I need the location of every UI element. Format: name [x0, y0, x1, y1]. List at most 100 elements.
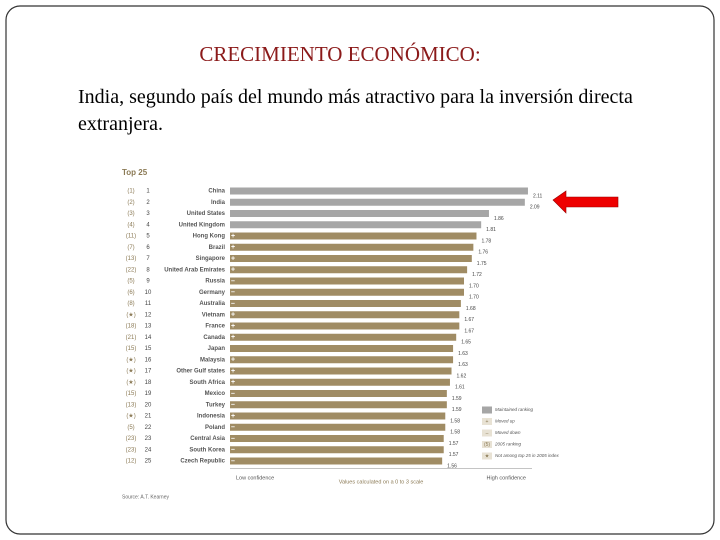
value-label: 1.70 — [469, 283, 479, 289]
rank: 9 — [146, 279, 150, 285]
bar — [230, 266, 468, 274]
rank: 18 — [145, 380, 152, 386]
x-left-label: Low confidence — [236, 476, 274, 482]
legend-label: Moved down — [495, 430, 521, 435]
rank: 16 — [145, 357, 152, 363]
prior-rank: (8) — [127, 301, 134, 307]
prior-rank: (1) — [127, 189, 134, 195]
bar — [230, 210, 489, 217]
value-label: 1.59 — [452, 407, 462, 413]
rank: 1 — [146, 189, 150, 195]
value-label: 1.63 — [458, 362, 468, 368]
bar — [230, 198, 525, 206]
change-marker: – — [231, 278, 235, 285]
slide-frame — [5, 5, 715, 535]
bar — [230, 322, 460, 330]
rank: 15 — [145, 346, 152, 352]
category-label: Malaysia — [200, 357, 226, 363]
value-label: 1.86 — [494, 216, 504, 222]
legend-swatch — [482, 441, 492, 448]
value-label: 1.70 — [469, 295, 479, 301]
legend-symbol: (5) — [484, 442, 490, 448]
rank: 11 — [145, 301, 152, 307]
change-marker: + — [231, 413, 235, 420]
bar — [230, 243, 474, 251]
bar — [230, 255, 472, 262]
bar — [230, 232, 477, 240]
prior-rank: (23) — [126, 436, 137, 442]
value-label: 1.56 — [447, 463, 457, 469]
change-marker: – — [231, 424, 235, 431]
bar — [230, 221, 482, 229]
category-label: Poland — [205, 425, 225, 431]
legend-swatch — [482, 429, 492, 437]
bar — [230, 333, 457, 341]
legend-symbol: ★ — [485, 453, 490, 459]
rank: 8 — [146, 267, 150, 273]
prior-rank: (★) — [126, 311, 135, 318]
prior-rank: (18) — [126, 324, 137, 330]
rank: 19 — [145, 391, 152, 397]
source: Source: A.T. Kearney — [122, 494, 169, 500]
prior-rank: (6) — [127, 290, 134, 296]
category-label: Czech Republic — [180, 459, 225, 465]
value-label: 1.68 — [466, 306, 476, 312]
rank: 21 — [145, 414, 152, 420]
chart-title: Top 25 — [122, 168, 148, 177]
rank: 6 — [146, 245, 150, 251]
value-label: 1.63 — [458, 351, 468, 357]
category-label: Turkey — [206, 402, 226, 408]
rank: 14 — [145, 335, 152, 341]
change-marker: – — [231, 390, 235, 397]
prior-rank: (23) — [126, 447, 137, 453]
value-label: 1.58 — [450, 430, 460, 436]
change-marker: + — [231, 368, 235, 375]
bar — [230, 401, 447, 409]
red-arrow — [552, 190, 619, 214]
bar — [230, 457, 443, 465]
rank: 25 — [145, 459, 152, 465]
change-marker: + — [231, 357, 235, 364]
prior-rank: (3) — [127, 211, 134, 217]
category-label: Russia — [205, 279, 225, 285]
prior-rank: (22) — [126, 267, 137, 273]
value-label: 2.11 — [533, 193, 543, 199]
bar — [230, 277, 464, 285]
category-label: China — [208, 189, 225, 195]
category-label: Central Asia — [190, 436, 225, 442]
change-marker: – — [231, 300, 235, 307]
x-right-label: High confidence — [487, 476, 526, 482]
rank: 20 — [145, 402, 152, 408]
rank: 12 — [145, 312, 152, 318]
bar — [230, 300, 461, 307]
legend-swatch — [482, 418, 492, 425]
bar — [230, 367, 452, 375]
value-label: 1.75 — [477, 261, 487, 267]
category-label: United Kingdom — [179, 222, 225, 228]
prior-rank: (5) — [127, 425, 134, 431]
bar — [230, 423, 446, 431]
value-label: 1.67 — [464, 328, 474, 334]
prior-rank: (★) — [126, 379, 135, 386]
prior-rank: (4) — [127, 222, 134, 228]
rank: 7 — [146, 256, 150, 262]
value-label: 1.81 — [486, 227, 496, 233]
change-marker: + — [231, 379, 235, 386]
bar — [230, 446, 444, 454]
prior-rank: (12) — [126, 459, 137, 465]
value-label: 1.76 — [478, 250, 488, 256]
rank: 23 — [145, 436, 152, 442]
prior-rank: (2) — [127, 200, 134, 206]
rank: 2 — [146, 200, 150, 206]
rank: 3 — [146, 211, 150, 217]
prior-rank: (13) — [126, 256, 137, 262]
change-marker: – — [231, 402, 235, 409]
legend-swatch — [482, 452, 492, 460]
category-label: India — [211, 200, 226, 206]
x-label: Values calculated on a 0 to 3 scale — [339, 480, 424, 486]
category-label: Vietnam — [202, 312, 225, 318]
rank: 17 — [145, 369, 152, 375]
value-label: 1.72 — [472, 272, 482, 278]
